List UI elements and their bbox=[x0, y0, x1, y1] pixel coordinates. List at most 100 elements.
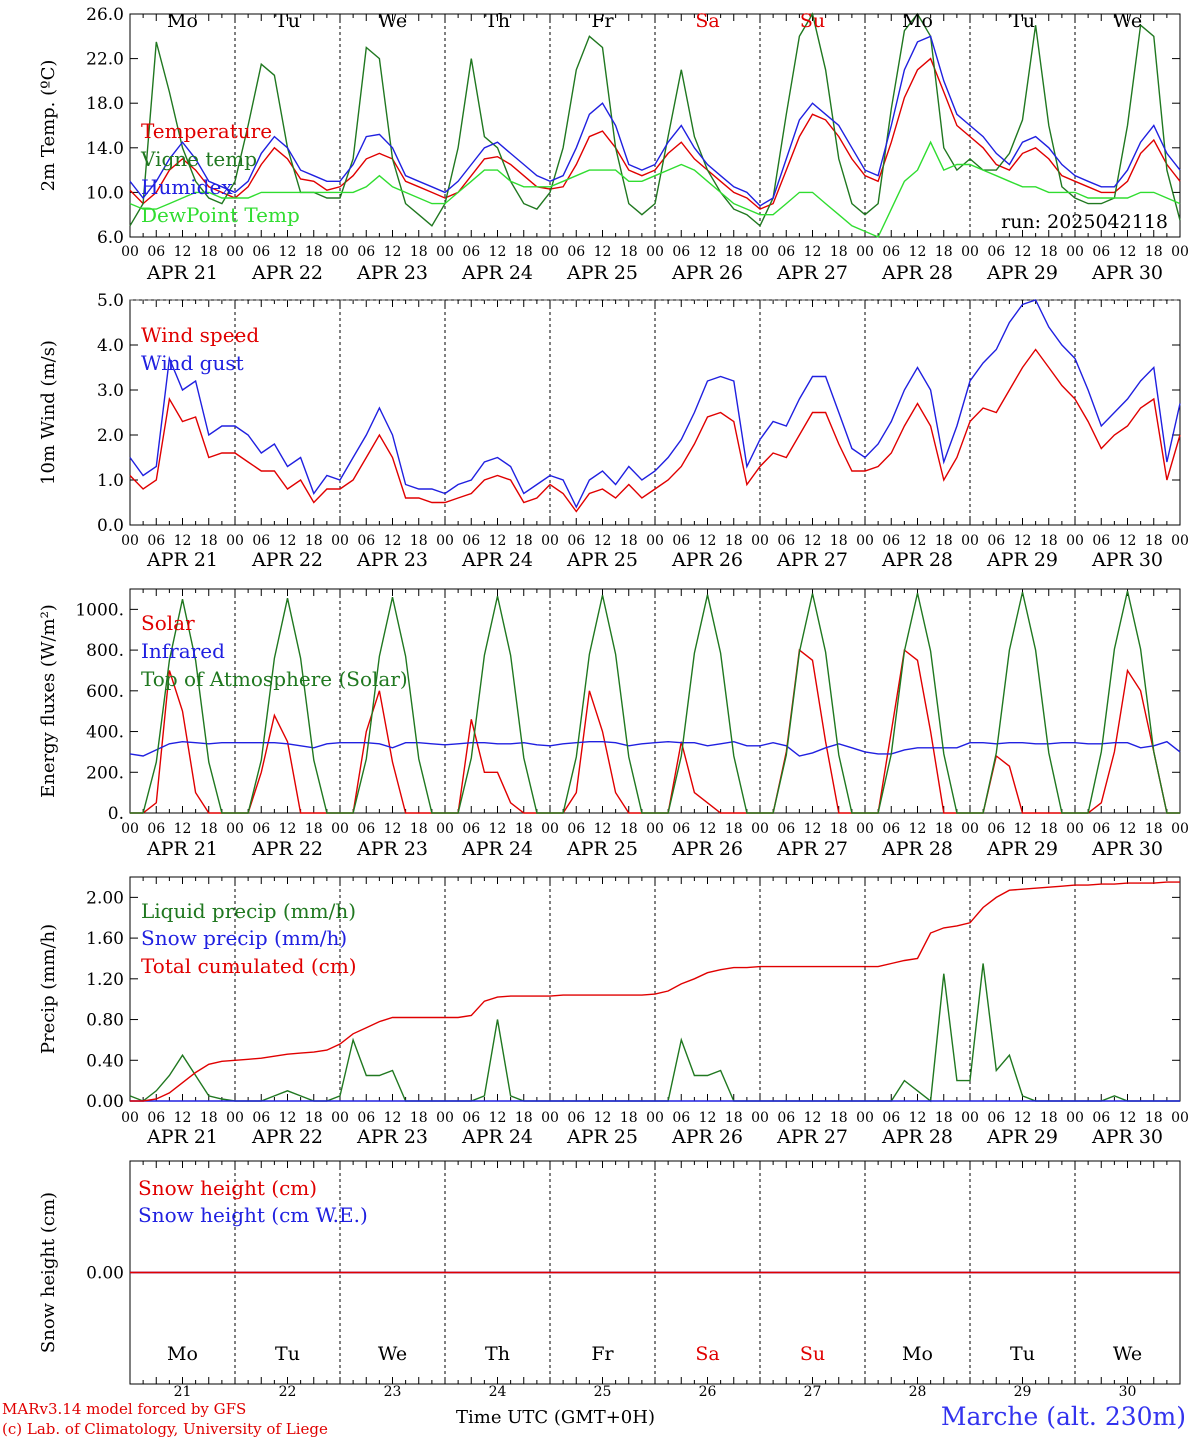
y-tick-label: 1.60 bbox=[86, 929, 124, 949]
date-label: APR 21 bbox=[146, 549, 218, 571]
hour-tick-label: 00 bbox=[646, 533, 664, 549]
weekday-label: We bbox=[1113, 1343, 1142, 1365]
y-tick-label: 18.0 bbox=[86, 94, 124, 114]
hour-tick-label: 12 bbox=[489, 821, 507, 837]
series-line-3 bbox=[129, 35, 1181, 207]
day-number-label: 29 bbox=[1014, 1384, 1032, 1400]
date-label: APR 23 bbox=[356, 262, 428, 284]
date-label: APR 27 bbox=[776, 262, 848, 284]
hour-tick-label: 12 bbox=[384, 821, 402, 837]
hour-tick-label: 06 bbox=[462, 821, 480, 837]
hour-tick-label: 18 bbox=[725, 533, 743, 549]
weekday-label: Tu bbox=[1010, 1343, 1035, 1365]
hour-tick-label: 12 bbox=[594, 1110, 612, 1126]
y-tick-label: 1.20 bbox=[86, 970, 124, 990]
hour-tick-label: 12 bbox=[699, 533, 717, 549]
hour-tick-label: 12 bbox=[804, 244, 822, 260]
hour-tick-label: 06 bbox=[1092, 1110, 1110, 1126]
date-label: APR 21 bbox=[146, 262, 218, 284]
series-line-1 bbox=[129, 348, 1181, 513]
legend-entry: Infrared bbox=[141, 639, 225, 663]
date-label: APR 28 bbox=[881, 262, 953, 284]
hour-tick-label: 06 bbox=[462, 1110, 480, 1126]
hour-tick-label: 18 bbox=[935, 533, 953, 549]
y-tick-label: 0.0 bbox=[97, 516, 124, 536]
hour-tick-label: 00 bbox=[1066, 1110, 1084, 1126]
hour-tick-label: 00 bbox=[751, 1110, 769, 1126]
hour-tick-label: 12 bbox=[279, 821, 297, 837]
hour-tick-label: 06 bbox=[147, 533, 165, 549]
hour-tick-label: 18 bbox=[935, 821, 953, 837]
day-number-label: 22 bbox=[279, 1384, 297, 1400]
hour-tick-label: 06 bbox=[987, 244, 1005, 260]
hour-tick-label: 00 bbox=[856, 1110, 874, 1126]
hour-tick-label: 12 bbox=[909, 1110, 927, 1126]
hour-tick-label: 18 bbox=[830, 821, 848, 837]
date-label: APR 21 bbox=[146, 838, 218, 860]
hour-tick-label: 00 bbox=[121, 821, 139, 837]
legend-entry: Temperature bbox=[141, 119, 272, 143]
weekday-label: Tu bbox=[275, 1343, 300, 1365]
date-label: APR 27 bbox=[776, 838, 848, 860]
hour-tick-label: 06 bbox=[567, 821, 585, 837]
hour-tick-label: 00 bbox=[1171, 244, 1189, 260]
panel-5 bbox=[129, 1160, 1181, 1385]
hour-tick-label: 06 bbox=[882, 533, 900, 549]
hour-tick-label: 00 bbox=[121, 1110, 139, 1126]
hour-tick-label: 18 bbox=[305, 533, 323, 549]
hour-tick-label: 00 bbox=[226, 533, 244, 549]
weekday-label: Su bbox=[800, 10, 825, 32]
hour-tick-label: 18 bbox=[410, 244, 428, 260]
hour-tick-label: 06 bbox=[567, 1110, 585, 1126]
hour-tick-label: 18 bbox=[935, 244, 953, 260]
hour-tick-label: 00 bbox=[1171, 1110, 1189, 1126]
panel-3 bbox=[129, 588, 1181, 814]
weekday-label: Sa bbox=[695, 1343, 719, 1365]
y-tick-label: 0.80 bbox=[86, 1011, 124, 1031]
y-tick-label: 0.00 bbox=[86, 1264, 124, 1284]
hour-tick-label: 18 bbox=[515, 1110, 533, 1126]
hour-tick-label: 12 bbox=[1014, 244, 1032, 260]
y-tick-label: 2.00 bbox=[86, 888, 124, 908]
legend-entry: Snow precip (mm/h) bbox=[141, 926, 347, 950]
date-label: APR 21 bbox=[146, 1126, 218, 1148]
date-label: APR 22 bbox=[251, 549, 323, 571]
hour-tick-label: 06 bbox=[1092, 244, 1110, 260]
hour-tick-label: 06 bbox=[567, 533, 585, 549]
legend-entry: Total cumulated (cm) bbox=[141, 954, 357, 978]
hour-tick-label: 06 bbox=[567, 244, 585, 260]
y-tick-label: 0. bbox=[108, 804, 124, 824]
y-tick-label: 0.00 bbox=[86, 1092, 124, 1112]
hour-tick-label: 12 bbox=[384, 244, 402, 260]
weekday-label: We bbox=[378, 1343, 407, 1365]
hour-tick-label: 00 bbox=[751, 244, 769, 260]
series-line-2 bbox=[129, 299, 1181, 509]
weekday-label: Mo bbox=[167, 10, 198, 32]
hour-tick-label: 06 bbox=[357, 244, 375, 260]
hour-tick-label: 06 bbox=[672, 821, 690, 837]
hour-tick-label: 12 bbox=[594, 821, 612, 837]
hour-tick-label: 12 bbox=[489, 1110, 507, 1126]
date-label: APR 22 bbox=[251, 1126, 323, 1148]
plot-frame bbox=[129, 299, 1181, 526]
date-label: APR 24 bbox=[461, 1126, 533, 1148]
plot-frame bbox=[129, 588, 1181, 814]
series-line-3 bbox=[130, 590, 1180, 814]
y-tick-label: 4.0 bbox=[97, 336, 124, 356]
hour-tick-label: 12 bbox=[489, 533, 507, 549]
hour-tick-label: 18 bbox=[515, 533, 533, 549]
legend-entry: Snow height (cm) bbox=[138, 1176, 317, 1200]
hour-tick-label: 12 bbox=[279, 244, 297, 260]
legend-entry: Humidex bbox=[141, 175, 233, 199]
x-axis-title: Time UTC (GMT+0H) bbox=[456, 1407, 655, 1428]
hour-tick-label: 18 bbox=[410, 533, 428, 549]
y-tick-label: 22.0 bbox=[86, 50, 124, 70]
legend-entry: Wind speed bbox=[141, 323, 259, 347]
y-tick-label: 1000. bbox=[75, 600, 124, 620]
hour-tick-label: 18 bbox=[1145, 533, 1163, 549]
hour-tick-label: 00 bbox=[856, 533, 874, 549]
date-label: APR 30 bbox=[1091, 262, 1163, 284]
legend-entry: Liquid precip (mm/h) bbox=[141, 899, 356, 923]
hour-tick-label: 12 bbox=[804, 1110, 822, 1126]
